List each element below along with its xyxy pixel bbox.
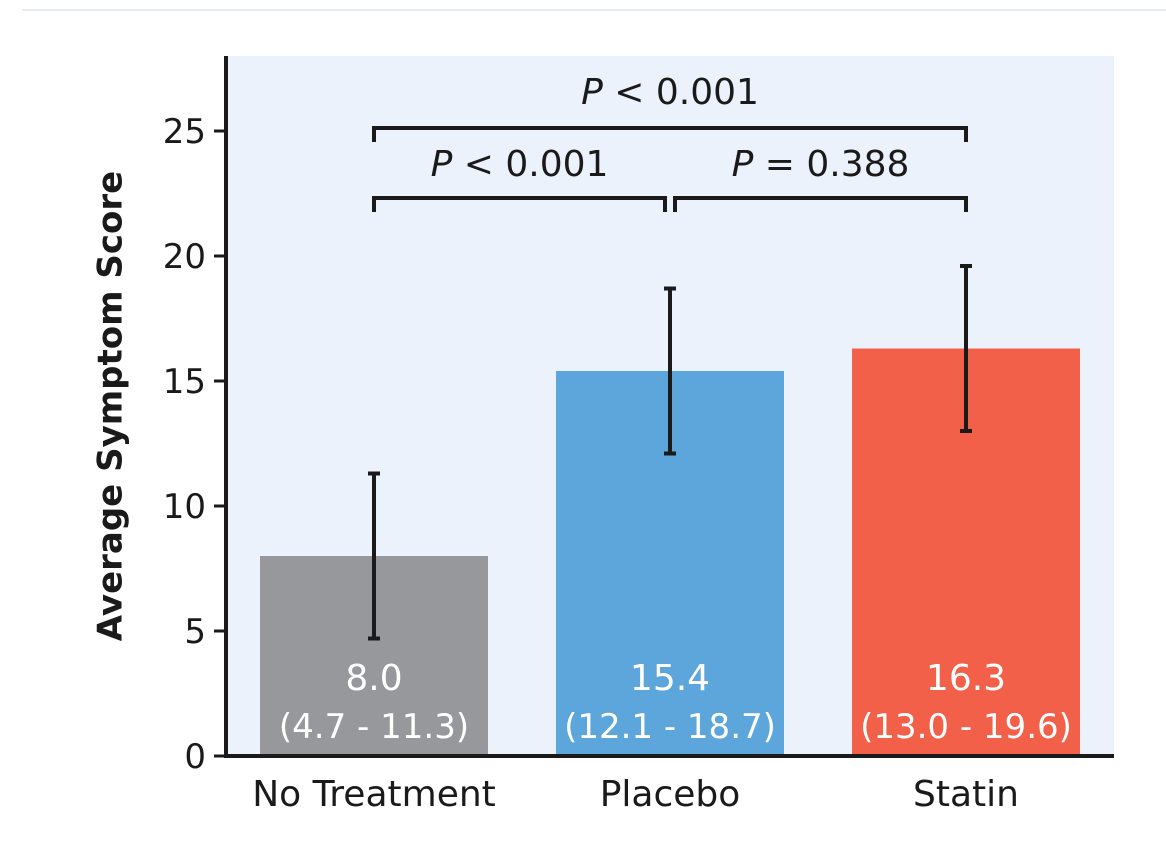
error-bars-group xyxy=(368,264,972,641)
p-symbol: P xyxy=(732,144,754,185)
p-symbol: P xyxy=(431,144,453,185)
bar-value-label: 8.0 xyxy=(345,658,402,699)
error-bar-placebo xyxy=(664,286,676,456)
comparison-bracket-1: P < 0.001 xyxy=(372,144,667,212)
x-category-label: No Treatment xyxy=(252,774,496,815)
error-bar-no-treatment xyxy=(368,471,380,641)
y-tick: 25 xyxy=(163,112,226,152)
bracket-line xyxy=(372,196,667,212)
y-axis-title: Average Symptom Score xyxy=(91,171,131,641)
p-value-text: = 0.388 xyxy=(753,144,909,185)
p-value-label: P < 0.001 xyxy=(581,72,759,113)
x-category-label: Placebo xyxy=(600,774,741,815)
bar-value-label: 15.4 xyxy=(630,658,710,699)
bracket-line xyxy=(372,126,968,142)
bracket-line xyxy=(673,196,968,212)
y-tick: 10 xyxy=(163,487,226,527)
bar-labels-group: 8.0 (4.7 - 11.3) 15.4 (12.1 - 18.7) 16.3 (13.… xyxy=(279,658,1072,747)
y-tick: 20 xyxy=(163,237,226,277)
y-tick-label: 5 xyxy=(184,612,206,652)
bar-ci-label: (13.0 - 19.6) xyxy=(860,707,1072,747)
y-ticks-group: 0 5 10 15 20 25 xyxy=(163,112,226,777)
axes-group xyxy=(224,56,1114,758)
p-value-text: < 0.001 xyxy=(603,72,759,113)
y-tick-label: 20 xyxy=(163,237,206,277)
y-tick-label: 0 xyxy=(184,737,206,777)
x-category-label: Statin xyxy=(913,774,1019,815)
top-divider xyxy=(22,9,1166,11)
bar-ci-label: (12.1 - 18.7) xyxy=(564,707,776,747)
error-bar-statin xyxy=(960,264,972,433)
y-tick-label: 15 xyxy=(163,362,206,402)
comparison-bracket-2: P = 0.388 xyxy=(673,144,968,212)
p-value-label: P = 0.388 xyxy=(732,144,910,185)
p-value-text: < 0.001 xyxy=(452,144,608,185)
y-tick-label: 10 xyxy=(163,487,206,527)
y-tick: 5 xyxy=(184,612,226,652)
y-tick-label: 25 xyxy=(163,112,206,152)
bar-ci-label: (4.7 - 11.3) xyxy=(279,707,469,747)
p-symbol: P xyxy=(581,72,603,113)
y-tick: 0 xyxy=(184,737,226,777)
p-value-label: P < 0.001 xyxy=(431,144,609,185)
y-tick: 15 xyxy=(163,362,226,402)
bar-value-label: 16.3 xyxy=(926,658,1006,699)
x-labels-group: No Treatment Placebo Statin xyxy=(252,774,1019,815)
comparison-bracket-0: P < 0.001 xyxy=(372,72,968,142)
